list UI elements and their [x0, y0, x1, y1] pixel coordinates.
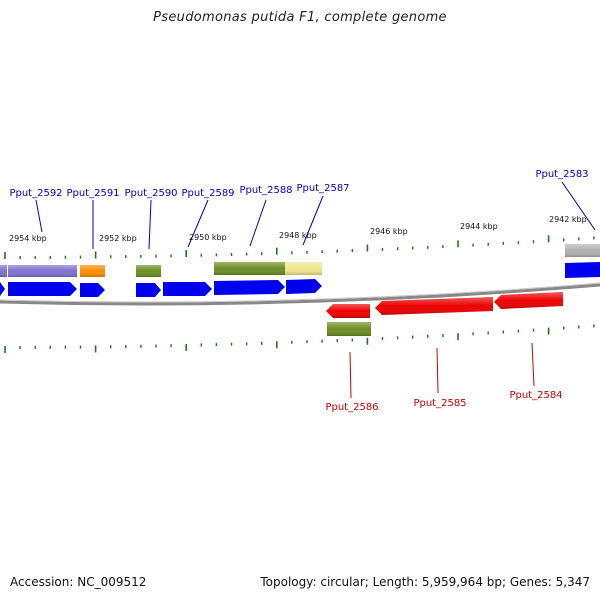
- leader-2592: [35, 199, 43, 233]
- leader-2588: [249, 199, 267, 247]
- leader-2587: [302, 195, 324, 246]
- cog-blocks-forward-shade: [0, 244, 600, 277]
- gene-labels-forward: Pput_2592 Pput_2591 Pput_2590 Pput_2589 …: [9, 169, 588, 199]
- leader-2585: [436, 347, 439, 394]
- genome-summary-text: Topology: circular; Length: 5,959,964 bp…: [260, 575, 590, 589]
- cds-arrow-2588: [214, 280, 285, 295]
- scale-label: 2952 kbp: [99, 234, 137, 243]
- genome-backbone-highlight: [0, 282, 600, 303]
- leader-2584: [531, 342, 535, 387]
- cds-arrow-2590: [136, 283, 161, 297]
- cds-arrow-2591: [80, 283, 105, 297]
- gene-label-forward[interactable]: Pput_2583: [535, 169, 588, 180]
- cog-shade: [80, 265, 105, 277]
- gene-label-forward[interactable]: Pput_2588: [239, 185, 292, 196]
- scale-label: 2944 kbp: [460, 222, 498, 231]
- gene-label-reverse[interactable]: Pput_2586: [325, 402, 378, 413]
- cds-arrow-2592: [8, 282, 77, 296]
- scale-label: 2948 kbp: [279, 231, 317, 240]
- gene-labels-reverse: Pput_2586 Pput_2585 Pput_2584: [325, 390, 562, 413]
- gene-label-forward[interactable]: Pput_2587: [296, 183, 349, 194]
- gene-label-reverse[interactable]: Pput_2584: [509, 390, 562, 401]
- cog-shade: [285, 262, 322, 275]
- cds-arrow-2589: [163, 282, 212, 296]
- cog-shade: [565, 244, 600, 257]
- cog-shade: [214, 262, 285, 275]
- leader-2589: [187, 199, 209, 248]
- genome-backbone: [0, 283, 600, 306]
- scale-ticks-top: [4, 235, 595, 259]
- leader-2583: [561, 181, 596, 231]
- gene-label-forward[interactable]: Pput_2592: [9, 188, 62, 199]
- scale-label: 2950 kbp: [189, 233, 227, 242]
- gene-label-forward[interactable]: Pput_2590: [124, 188, 177, 199]
- cds-arrow-2583: [565, 262, 600, 278]
- label-leaders: [35, 181, 596, 399]
- scale-ticks-bottom: [4, 324, 595, 353]
- cds-arrow-2587: [286, 279, 322, 294]
- accession-text: Accession: NC_009512: [10, 575, 147, 589]
- gene-label-forward[interactable]: Pput_2591: [66, 188, 119, 199]
- gene-label-forward[interactable]: Pput_2589: [181, 188, 234, 199]
- leader-2590: [148, 199, 152, 250]
- cds-shade: [375, 297, 493, 315]
- scale-labels: 2954 kbp 2952 kbp 2950 kbp 2948 kbp 2946…: [9, 215, 587, 243]
- leader-2586: [349, 351, 352, 399]
- cds-arrow-2592-left: [0, 282, 5, 296]
- cog-shade: [136, 265, 161, 277]
- cds-shade: [326, 304, 370, 318]
- cds-shade: [494, 292, 563, 309]
- map-title: Pseudomonas putida F1, complete genome: [153, 10, 447, 25]
- gene-label-reverse[interactable]: Pput_2585: [413, 398, 466, 409]
- cds-reverse-shade: [326, 292, 563, 318]
- scale-label: 2946 kbp: [370, 227, 408, 236]
- cog-shade: [327, 322, 371, 336]
- scale-label: 2942 kbp: [549, 215, 587, 224]
- cds-forward: [0, 262, 600, 297]
- cog-shade: [8, 265, 77, 277]
- cog-shade: [0, 265, 7, 277]
- scale-label: 2954 kbp: [9, 234, 47, 243]
